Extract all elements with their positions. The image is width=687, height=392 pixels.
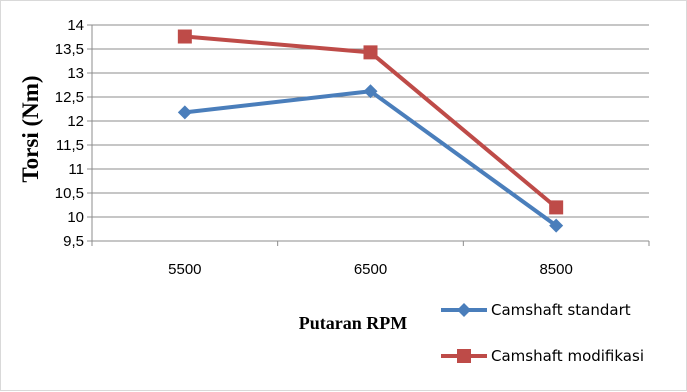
data-point (363, 84, 378, 99)
y-tick-label: 11 (68, 161, 84, 178)
series-2 (177, 29, 564, 215)
y-tick-label: 12 (67, 113, 84, 130)
legend-marker (457, 349, 471, 363)
series-1 (177, 84, 564, 233)
axes (87, 24, 650, 246)
gridlines (92, 24, 649, 218)
series-line (184, 34, 558, 209)
y-tick-labels: 14 13,5 13 12,5 12 11,5 11 10,5 10 9,5 (55, 17, 84, 250)
data-point (177, 105, 192, 120)
data-point (363, 45, 378, 60)
legend-item-1: Camshaft standart (441, 301, 631, 319)
y-tick-label: 9,5 (63, 233, 84, 250)
series (177, 29, 564, 233)
legend-label: Camshaft standart (491, 301, 631, 319)
x-tick-label: 8500 (539, 261, 572, 278)
x-tick-label: 5500 (168, 261, 201, 278)
legend-label: Camshaft modifikasi (491, 347, 644, 365)
data-point (177, 29, 192, 44)
y-tick-label: 14 (67, 17, 84, 34)
y-tick-label: 10 (67, 209, 84, 226)
x-tick-labels: 5500 6500 8500 (168, 261, 573, 278)
y-tick-label: 12,5 (55, 89, 84, 106)
y-tick-label: 10,5 (55, 185, 84, 202)
y-tick-label: 13,5 (55, 41, 84, 58)
legend-marker (457, 303, 471, 317)
y-tick-label: 13 (67, 65, 84, 82)
y-tick-label: 11,5 (56, 137, 84, 154)
legend: Camshaft standart Camshaft modifikasi (441, 301, 644, 365)
x-axis-title: Putaran RPM (299, 313, 407, 333)
legend-item-2: Camshaft modifikasi (441, 347, 644, 365)
y-axis-title: Torsi (Nm) (18, 75, 43, 182)
x-tick-label: 6500 (354, 261, 387, 278)
data-point (549, 218, 564, 233)
data-point (549, 200, 564, 215)
